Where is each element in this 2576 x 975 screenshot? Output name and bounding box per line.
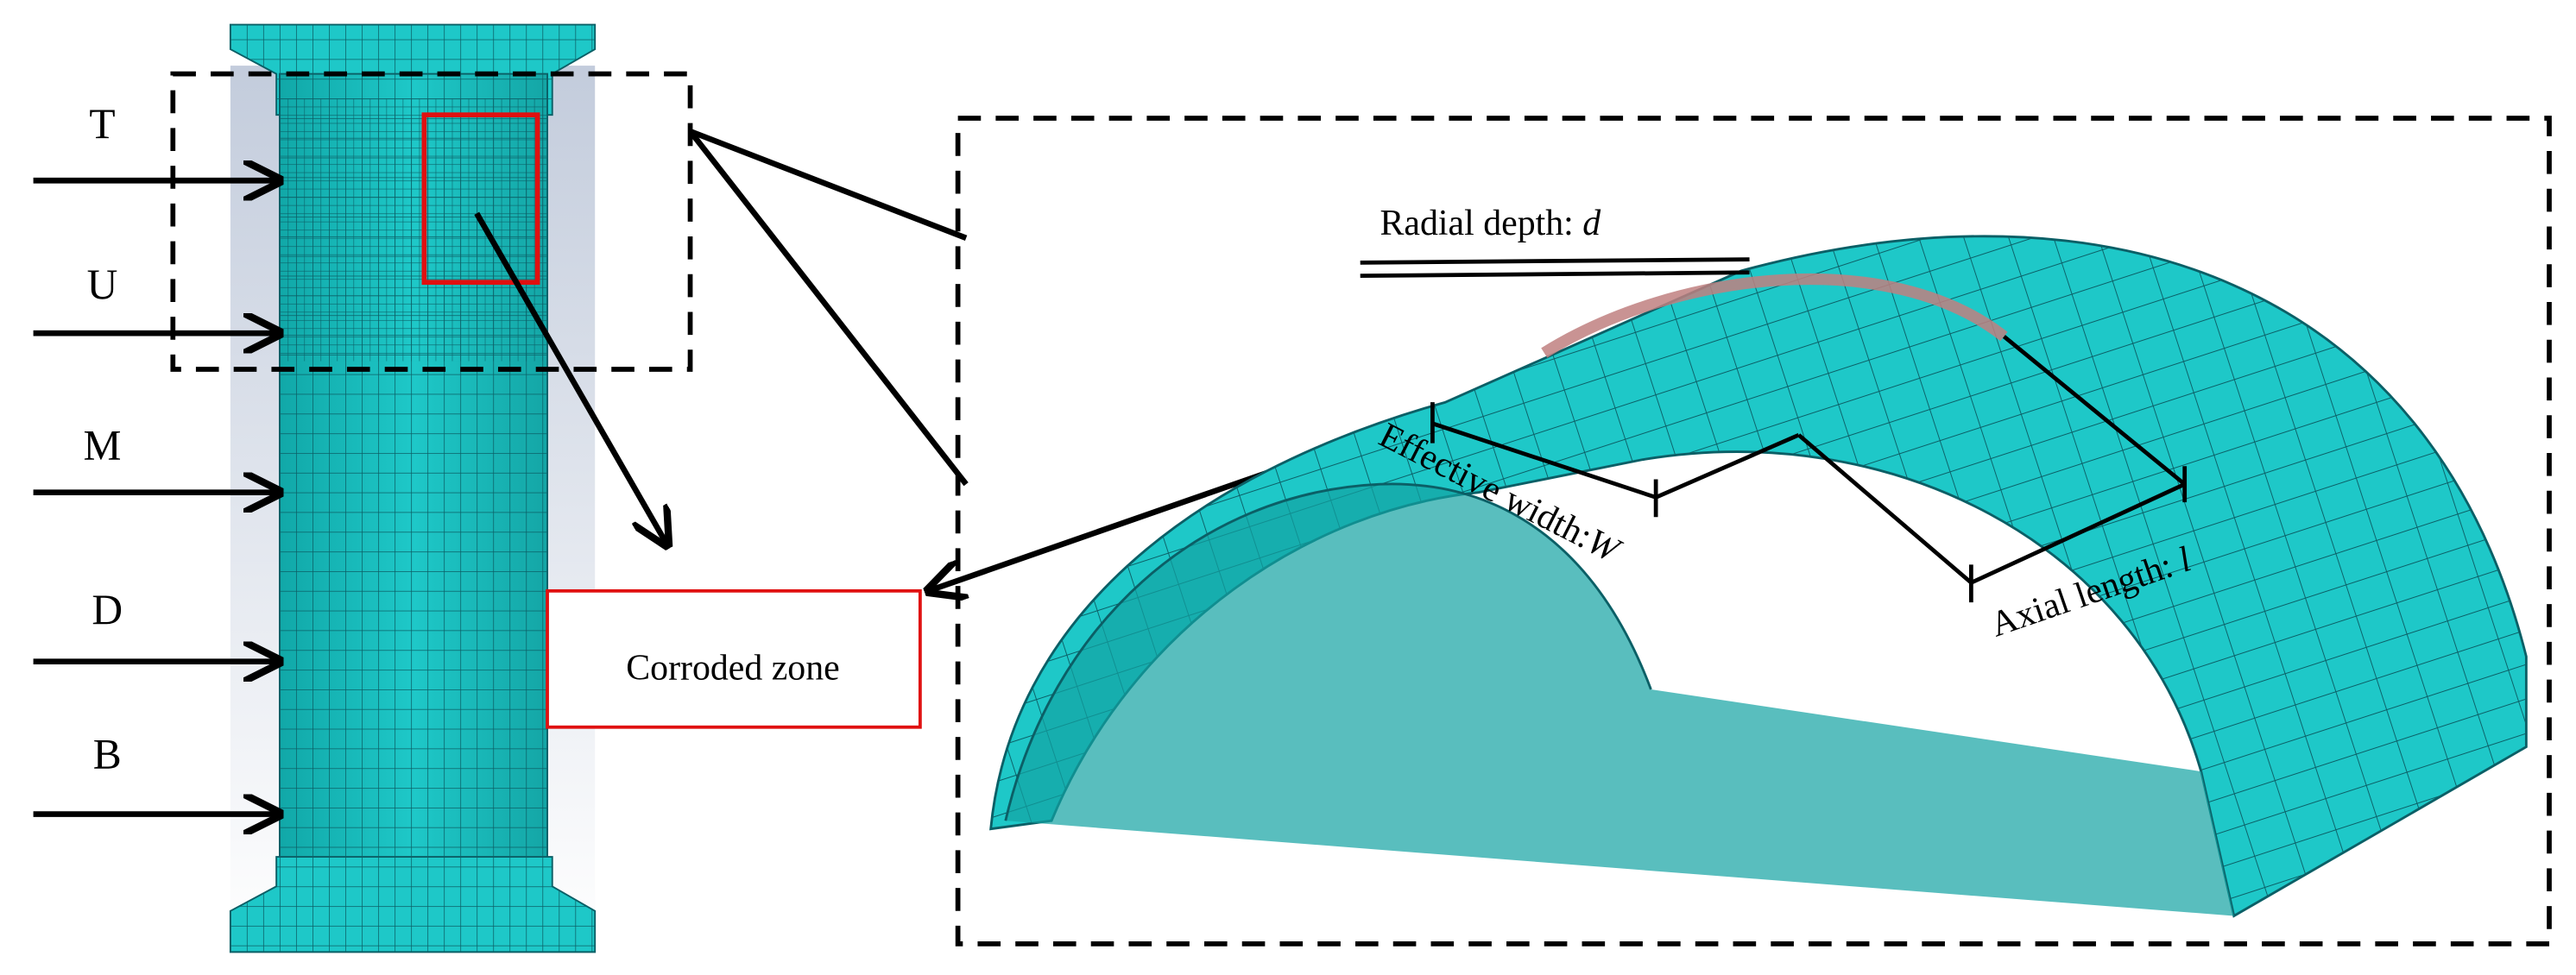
section-label: M <box>84 422 122 469</box>
corroded-zone-box <box>546 588 922 729</box>
section-label: D <box>92 586 123 633</box>
label-text: Radial depth: <box>1380 204 1574 243</box>
section-labels: T U M D B <box>84 100 123 778</box>
section-label: B <box>93 730 122 777</box>
label-symbol: d <box>1582 204 1601 243</box>
column-model <box>229 23 597 953</box>
section-label: T <box>89 100 115 148</box>
section-label: U <box>87 261 118 308</box>
corroded-zone-label: Corroded zone <box>626 649 840 689</box>
dimension-lines <box>1360 257 2188 603</box>
radial-depth-label: Radial depth: d <box>1380 204 1602 243</box>
detail-frame <box>955 116 2552 947</box>
section-arrows <box>33 180 280 814</box>
pipe-segment <box>989 235 2528 918</box>
zoom-box <box>170 71 693 372</box>
